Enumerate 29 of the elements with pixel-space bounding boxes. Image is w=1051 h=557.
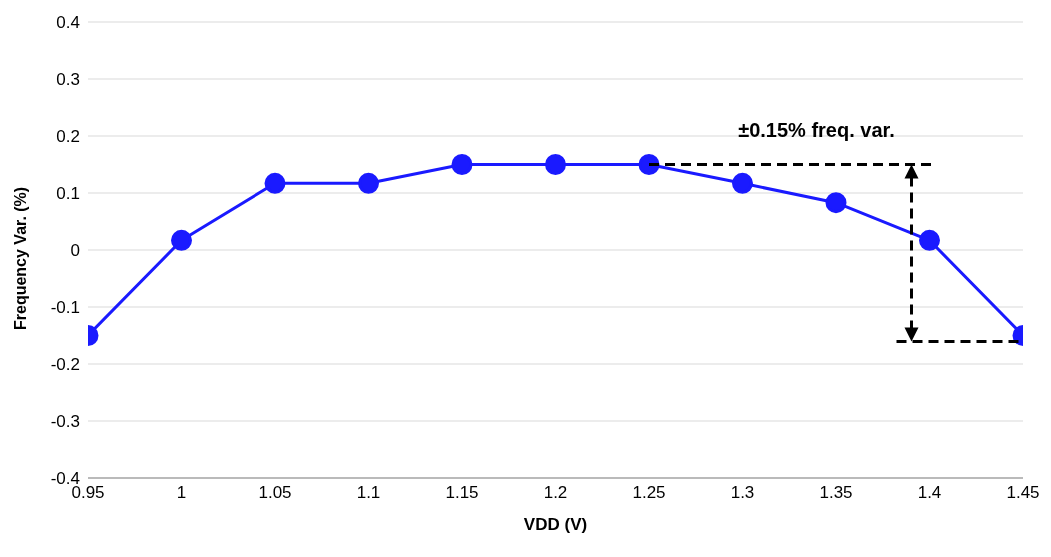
x-tick-label: 1.05 [258,483,292,503]
point [732,172,753,194]
x-tick-label: 1.2 [543,483,568,503]
y-tick-label: 0 [70,241,80,261]
x-tick-label: 1.45 [1006,483,1040,503]
annotation: ±0.15% freq. var. [738,118,895,141]
x-tick-label: 1.15 [445,483,479,503]
point [451,154,473,175]
point [264,172,286,194]
point [825,192,847,214]
y-tick-label: -0.2 [50,355,80,375]
y-axis-title: Frequency Var. (%) [11,186,29,330]
x-tick-label: 1.25 [632,483,666,503]
point [545,154,566,175]
point [358,172,379,194]
point [919,229,940,251]
x-tick-label: 1.3 [730,483,755,503]
y-tick-label: 0.3 [56,70,80,90]
y-tick-label: 0.1 [56,184,80,204]
x-tick-label: 1 [176,483,187,503]
y-tick-label: 0.4 [56,13,80,33]
point [171,229,192,251]
x-axis-title: VDD (V) [523,515,588,534]
y-tick-label: -0.3 [50,412,80,432]
y-tick-label: 0.2 [56,127,80,147]
x-tick-label: 1.35 [819,483,853,503]
x-tick-label: 1.1 [356,483,381,503]
x-tick-label: 1.4 [917,483,942,503]
y-tick-label: -0.1 [50,298,80,318]
